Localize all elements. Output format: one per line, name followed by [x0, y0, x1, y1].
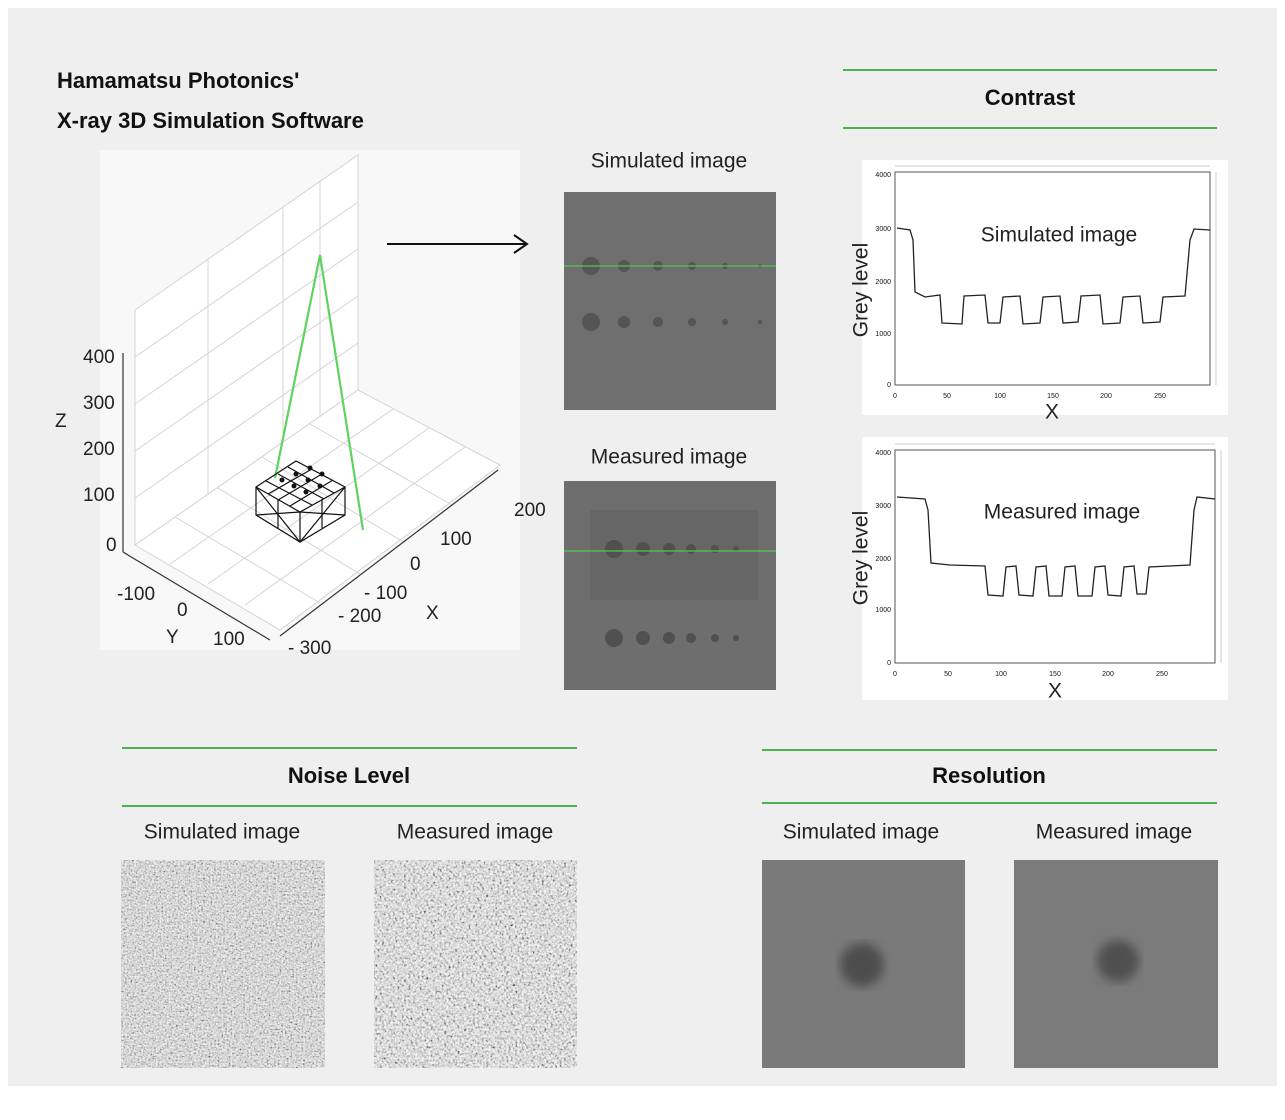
section-title: Noise Level — [288, 763, 410, 788]
y-tick-label: 2000 — [875, 556, 891, 563]
measured-xray — [564, 481, 776, 690]
z-tick-label: 400 — [83, 347, 115, 368]
grey-level-graph — [862, 437, 1228, 700]
y-tick-label: 1000 — [875, 331, 891, 338]
section-title: Resolution — [932, 763, 1046, 788]
title: X-ray 3D Simulation Software — [57, 108, 364, 133]
x-tick-label: 200 — [514, 500, 546, 521]
y-axis-label: Y — [166, 627, 179, 648]
x-tick-label: 100 — [440, 529, 472, 550]
graph-label: Measured image — [984, 501, 1140, 524]
y-tick-label: 0 — [887, 382, 891, 389]
caption: Measured image — [1036, 821, 1192, 844]
grey-level-graph — [862, 160, 1228, 415]
graph-label: Simulated image — [981, 224, 1137, 247]
y-axis-label: Grey level — [850, 243, 873, 338]
x-tick-label: 150 — [1047, 393, 1059, 400]
title: Hamamatsu Photonics' — [57, 68, 299, 93]
x-tick-label: 50 — [943, 393, 951, 400]
x-tick-label: - 200 — [338, 606, 381, 627]
section-title: Contrast — [985, 85, 1076, 110]
x-tick-label: 250 — [1156, 671, 1168, 678]
figure: Hamamatsu Photonics' X-ray 3D Simulation… — [0, 0, 1285, 1115]
y-tick-label: -100 — [117, 584, 155, 605]
x-tick-label: 50 — [944, 671, 952, 678]
y-tick-label: 100 — [213, 629, 245, 650]
x-axis-label: X — [1048, 680, 1062, 703]
noise-image — [374, 860, 577, 1068]
y-tick-label: 1000 — [875, 607, 891, 614]
x-tick-label: 100 — [995, 671, 1007, 678]
x-tick-label: 0 — [410, 554, 421, 575]
x-tick-label: 0 — [893, 393, 897, 400]
caption: Simulated image — [144, 821, 300, 844]
x-tick-label: - 300 — [288, 638, 331, 659]
x-tick-label: 200 — [1100, 393, 1112, 400]
plot-3d-grid — [100, 150, 520, 650]
x-tick-label: 100 — [994, 393, 1006, 400]
x-tick-label: 250 — [1154, 393, 1166, 400]
y-tick-label: 4000 — [875, 450, 891, 457]
resolution-image — [1014, 860, 1218, 1068]
y-tick-label: 0 — [177, 600, 188, 621]
z-tick-label: 0 — [106, 535, 117, 556]
x-tick-label: 200 — [1102, 671, 1114, 678]
z-tick-label: 100 — [83, 485, 115, 506]
y-tick-label: 4000 — [875, 172, 891, 179]
resolution-image — [762, 860, 965, 1068]
y-tick-label: 3000 — [875, 503, 891, 510]
simulated-xray — [564, 192, 776, 410]
y-tick-label: 2000 — [875, 279, 891, 286]
y-tick-label: 0 — [887, 660, 891, 667]
x-tick-label: - 100 — [364, 583, 407, 604]
x-tick-label: 0 — [893, 671, 897, 678]
y-axis-label: Grey level — [850, 511, 873, 606]
noise-image — [121, 860, 325, 1068]
y-tick-label: 3000 — [875, 226, 891, 233]
z-tick-label: 200 — [83, 439, 115, 460]
x-axis-label: X — [1045, 401, 1059, 424]
z-tick-label: 300 — [83, 393, 115, 414]
caption: Simulated image — [783, 821, 939, 844]
x-axis-label: X — [426, 603, 439, 624]
x-tick-label: 150 — [1049, 671, 1061, 678]
caption: Measured image — [591, 446, 747, 469]
caption: Simulated image — [591, 150, 747, 173]
z-axis-label: Z — [55, 411, 67, 432]
caption: Measured image — [397, 821, 553, 844]
